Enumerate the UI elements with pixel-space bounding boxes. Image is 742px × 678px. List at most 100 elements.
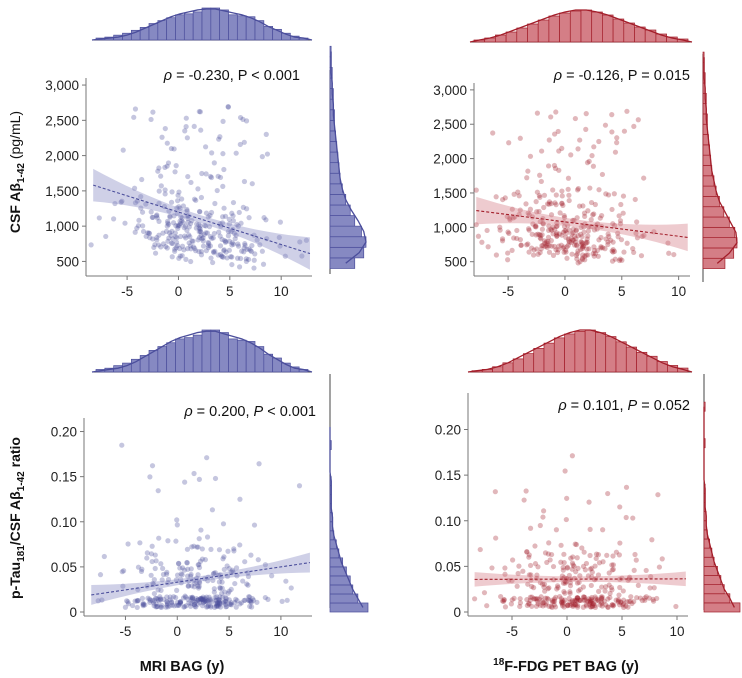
y-tick-label: 0.05	[435, 559, 461, 574]
data-point	[246, 215, 252, 221]
data-point	[190, 238, 196, 244]
data-point	[220, 214, 226, 220]
data-point	[566, 238, 572, 244]
data-point	[118, 199, 124, 205]
data-point	[586, 499, 592, 505]
data-point	[189, 596, 195, 602]
data-point	[232, 599, 238, 606]
data-point	[524, 549, 530, 555]
data-point	[642, 597, 648, 603]
data-point	[262, 562, 269, 568]
panel-pet-abeta: 500 1,000 1,500 2,000 2,500 3,000 -5 0 5 10 ρ = -0…	[433, 9, 738, 299]
data-point	[499, 598, 506, 604]
data-point	[552, 165, 559, 171]
regression-line	[93, 184, 311, 255]
data-point	[224, 603, 230, 610]
data-point	[257, 242, 263, 248]
data-point	[223, 598, 229, 605]
data-point	[598, 234, 604, 241]
data-point	[220, 600, 227, 606]
data-point	[570, 554, 576, 560]
data-point	[196, 476, 202, 482]
data-point	[570, 562, 576, 568]
data-point	[566, 192, 572, 198]
data-point	[184, 206, 190, 213]
data-point	[541, 238, 548, 244]
data-point	[508, 601, 514, 607]
data-point	[158, 244, 164, 250]
data-point	[639, 233, 645, 240]
data-point	[563, 227, 569, 234]
data-point	[156, 200, 162, 206]
data-point	[562, 597, 568, 603]
data-point	[248, 248, 255, 255]
data-point	[157, 596, 164, 602]
data-point	[540, 220, 546, 226]
data-point	[164, 601, 170, 607]
right-histogram-bar	[702, 154, 712, 166]
data-point	[134, 597, 141, 604]
data-point	[185, 219, 191, 225]
data-point	[612, 222, 618, 229]
data-point	[606, 233, 612, 240]
data-point	[196, 579, 202, 585]
y-tick-label: 0.20	[435, 423, 461, 438]
data-point	[226, 216, 232, 222]
data-point	[536, 192, 542, 199]
data-point	[233, 604, 239, 610]
data-point	[533, 232, 539, 238]
data-point	[247, 247, 254, 254]
data-point	[189, 238, 195, 244]
data-point	[600, 559, 606, 565]
data-point	[207, 234, 214, 240]
data-point	[221, 566, 227, 573]
data-point	[578, 231, 584, 237]
data-point	[562, 590, 568, 596]
data-point	[580, 203, 586, 209]
data-point	[238, 220, 244, 226]
data-point	[572, 601, 578, 608]
data-point	[559, 599, 565, 606]
data-point	[472, 596, 478, 602]
data-point	[570, 217, 576, 223]
data-point	[572, 239, 579, 245]
data-point	[615, 230, 621, 236]
data-point	[545, 241, 551, 247]
data-point	[243, 118, 250, 124]
data-point	[545, 551, 552, 557]
data-point	[573, 602, 579, 608]
data-point	[610, 249, 616, 255]
top-histogram-bar	[634, 26, 646, 43]
data-point	[568, 239, 574, 246]
data-point	[607, 594, 613, 601]
top-histogram-bar	[175, 14, 185, 41]
regression-line	[476, 210, 688, 238]
data-point	[565, 602, 571, 608]
data-point	[560, 245, 566, 251]
data-point	[598, 594, 604, 600]
data-point	[564, 244, 570, 250]
data-point	[560, 599, 566, 605]
data-point	[197, 558, 204, 564]
data-point	[223, 249, 229, 255]
data-point	[559, 573, 565, 579]
top-histogram-bar	[228, 14, 238, 41]
data-point	[579, 256, 586, 262]
data-point	[493, 535, 499, 541]
data-point	[588, 599, 594, 605]
data-point	[191, 584, 197, 590]
data-point	[587, 601, 593, 607]
data-point	[624, 599, 630, 605]
data-point	[561, 214, 568, 220]
data-point	[245, 582, 251, 588]
data-point	[564, 255, 570, 261]
data-point	[593, 551, 600, 557]
data-point	[170, 240, 176, 247]
data-point	[560, 597, 566, 604]
data-point	[183, 603, 189, 609]
data-point	[558, 598, 565, 605]
data-point	[618, 237, 625, 243]
data-point	[121, 568, 127, 574]
data-point	[620, 597, 627, 603]
data-point	[240, 204, 246, 210]
